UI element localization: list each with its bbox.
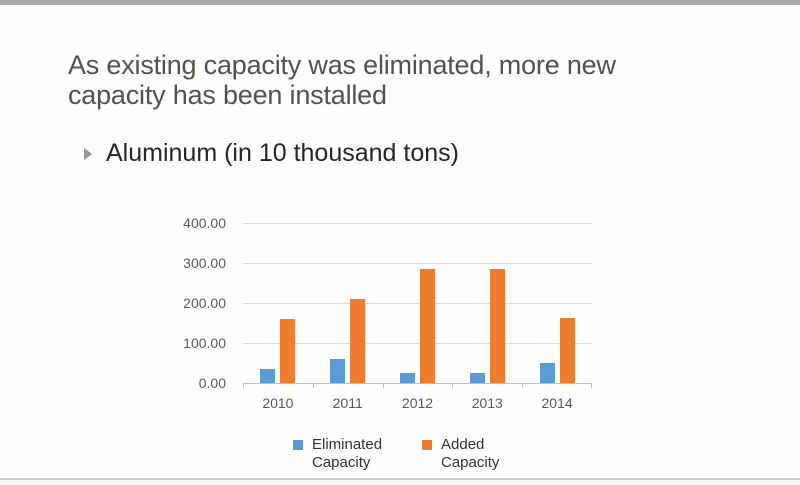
y-tick-label: 200.00 bbox=[183, 295, 226, 311]
bar-eliminated-2012 bbox=[400, 373, 415, 383]
bar-added-2011 bbox=[350, 298, 366, 383]
plot-area bbox=[243, 223, 592, 388]
bullet-arrow-icon bbox=[84, 147, 92, 160]
axis-tick bbox=[382, 383, 384, 388]
axis-tick bbox=[243, 383, 244, 388]
x-tick-label: 2011 bbox=[332, 395, 363, 411]
axis-tick bbox=[312, 383, 314, 388]
bar-eliminated-2014 bbox=[539, 363, 555, 383]
slide-title-line-1: As existing capacity was eliminated, mor… bbox=[68, 50, 616, 80]
legend-label: Eliminated Capacity bbox=[312, 436, 383, 471]
bar-added-2013 bbox=[489, 268, 505, 383]
x-tick-label: 2014 bbox=[541, 395, 573, 411]
slide-title-line-2: capacity has been installed bbox=[68, 80, 387, 110]
y-tick-label: 100.00 bbox=[183, 335, 226, 351]
slide-title: As existing capacity was eliminated, mor… bbox=[68, 50, 758, 110]
bottom-divider bbox=[0, 478, 800, 480]
x-axis-labels: 2010 2011 2012 2013 2014 bbox=[243, 395, 592, 415]
bar-eliminated-2013 bbox=[469, 372, 485, 383]
chart-legend: Eliminated Capacity Added Capacity bbox=[293, 436, 533, 472]
axis-tick bbox=[591, 383, 592, 388]
y-tick-label: 0.00 bbox=[198, 375, 226, 391]
legend-label: Added Capacity bbox=[441, 436, 500, 471]
y-tick-label: 400.00 bbox=[183, 215, 226, 231]
bar-added-2012 bbox=[420, 268, 435, 383]
bar-eliminated-2011 bbox=[330, 359, 346, 383]
y-axis-labels: 400.00 300.00 200.00 100.00 0.00 bbox=[130, 215, 226, 391]
axis-tick bbox=[452, 383, 454, 388]
legend-swatch-icon bbox=[422, 440, 432, 450]
legend-swatch-icon bbox=[293, 440, 303, 450]
x-tick-label: 2012 bbox=[401, 395, 434, 411]
legend-item-eliminated: Eliminated Capacity bbox=[293, 436, 404, 472]
bar-added-2010 bbox=[280, 319, 296, 383]
y-tick-label: 300.00 bbox=[183, 255, 226, 271]
x-axis-line bbox=[243, 383, 592, 384]
gridline bbox=[243, 303, 592, 304]
gridline bbox=[243, 223, 592, 224]
legend-item-added: Added Capacity bbox=[422, 436, 533, 472]
axis-tick bbox=[522, 383, 524, 388]
gridline bbox=[243, 263, 592, 264]
bottom-strip bbox=[0, 480, 800, 485]
gridline bbox=[243, 343, 592, 344]
bar-eliminated-2010 bbox=[260, 369, 276, 383]
x-tick-label: 2013 bbox=[471, 395, 503, 411]
x-tick-label: 2010 bbox=[262, 395, 294, 411]
top-accent-bar bbox=[0, 0, 800, 5]
bullet-item: Aluminum (in 10 thousand tons) bbox=[84, 139, 459, 168]
bullet-text: Aluminum (in 10 thousand tons) bbox=[106, 139, 459, 167]
bar-added-2014 bbox=[559, 317, 575, 383]
